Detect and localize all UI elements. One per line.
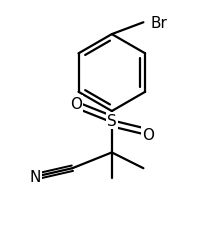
- Text: S: S: [107, 114, 117, 129]
- Text: N: N: [29, 169, 41, 184]
- Text: O: O: [70, 96, 82, 111]
- Text: Br: Br: [150, 16, 167, 31]
- Text: O: O: [142, 128, 154, 143]
